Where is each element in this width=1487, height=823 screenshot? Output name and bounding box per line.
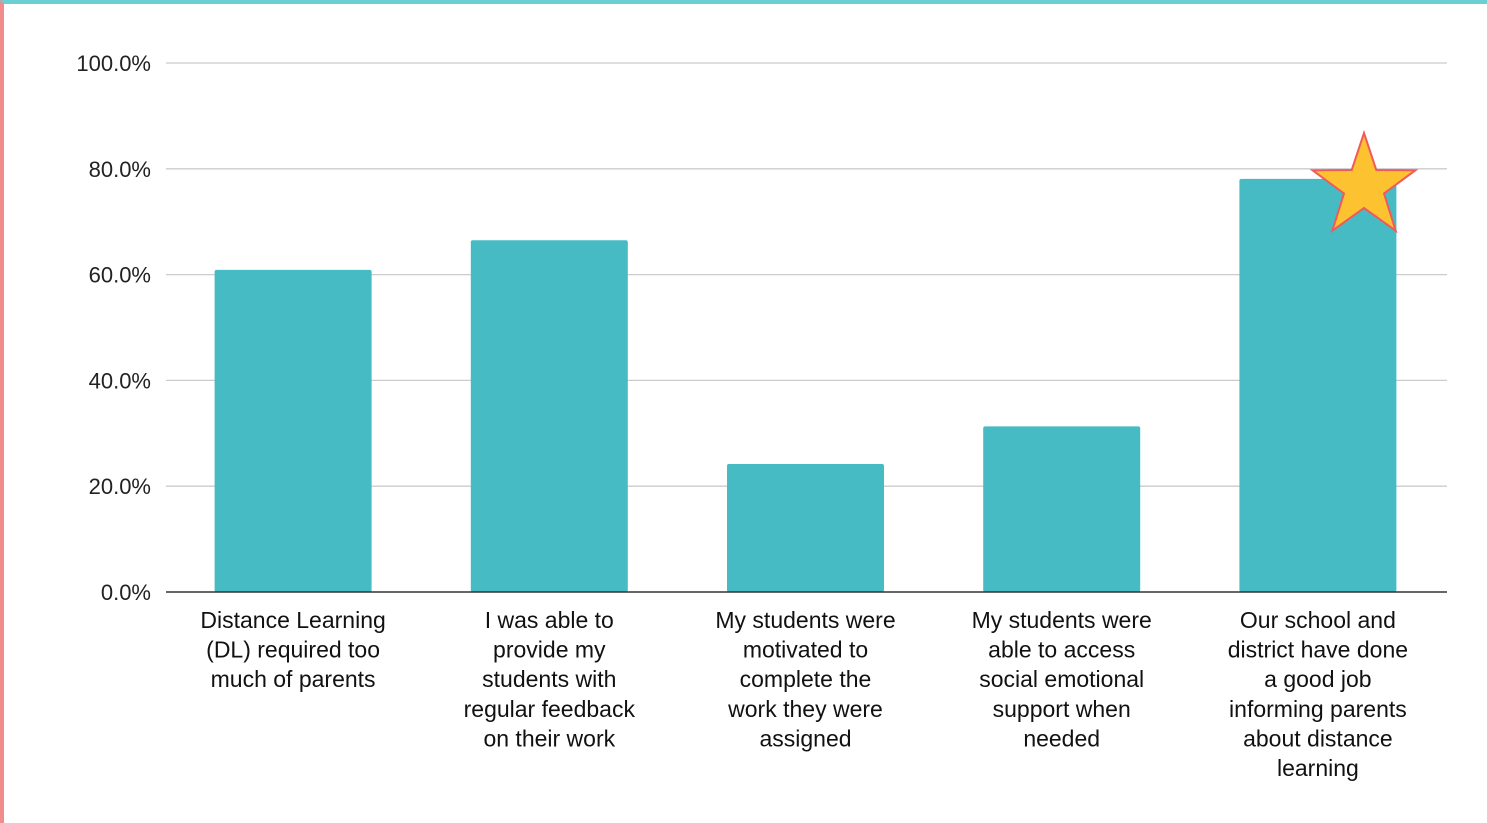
bar	[214, 269, 372, 592]
bar-chart: 0.0% 20.0% 40.0% 60.0% 80.0% 100.0% Distance L…	[76, 51, 1447, 781]
y-tick-label: 20.0%	[89, 474, 151, 499]
y-tick-label: 60.0%	[89, 263, 151, 288]
y-tick-label: 80.0%	[89, 157, 151, 182]
x-category-label: Our school and district have done a good j…	[1228, 607, 1408, 781]
star-icon	[1309, 129, 1419, 234]
bar	[470, 240, 628, 592]
x-category-label: I was able to provide my students with regu…	[464, 607, 636, 751]
bar	[983, 426, 1141, 592]
y-tick-label: 100.0%	[76, 51, 151, 76]
y-tick-label: 0.0%	[101, 580, 151, 605]
x-category-label: My students were motivated to complete the…	[715, 607, 895, 751]
bar	[727, 463, 884, 592]
x-category-label: Distance Learning (DL) required too much o…	[200, 607, 385, 692]
y-tick-label: 40.0%	[89, 368, 151, 393]
bar	[1239, 178, 1397, 592]
x-category-label: My students were able to access social emo…	[972, 607, 1152, 751]
